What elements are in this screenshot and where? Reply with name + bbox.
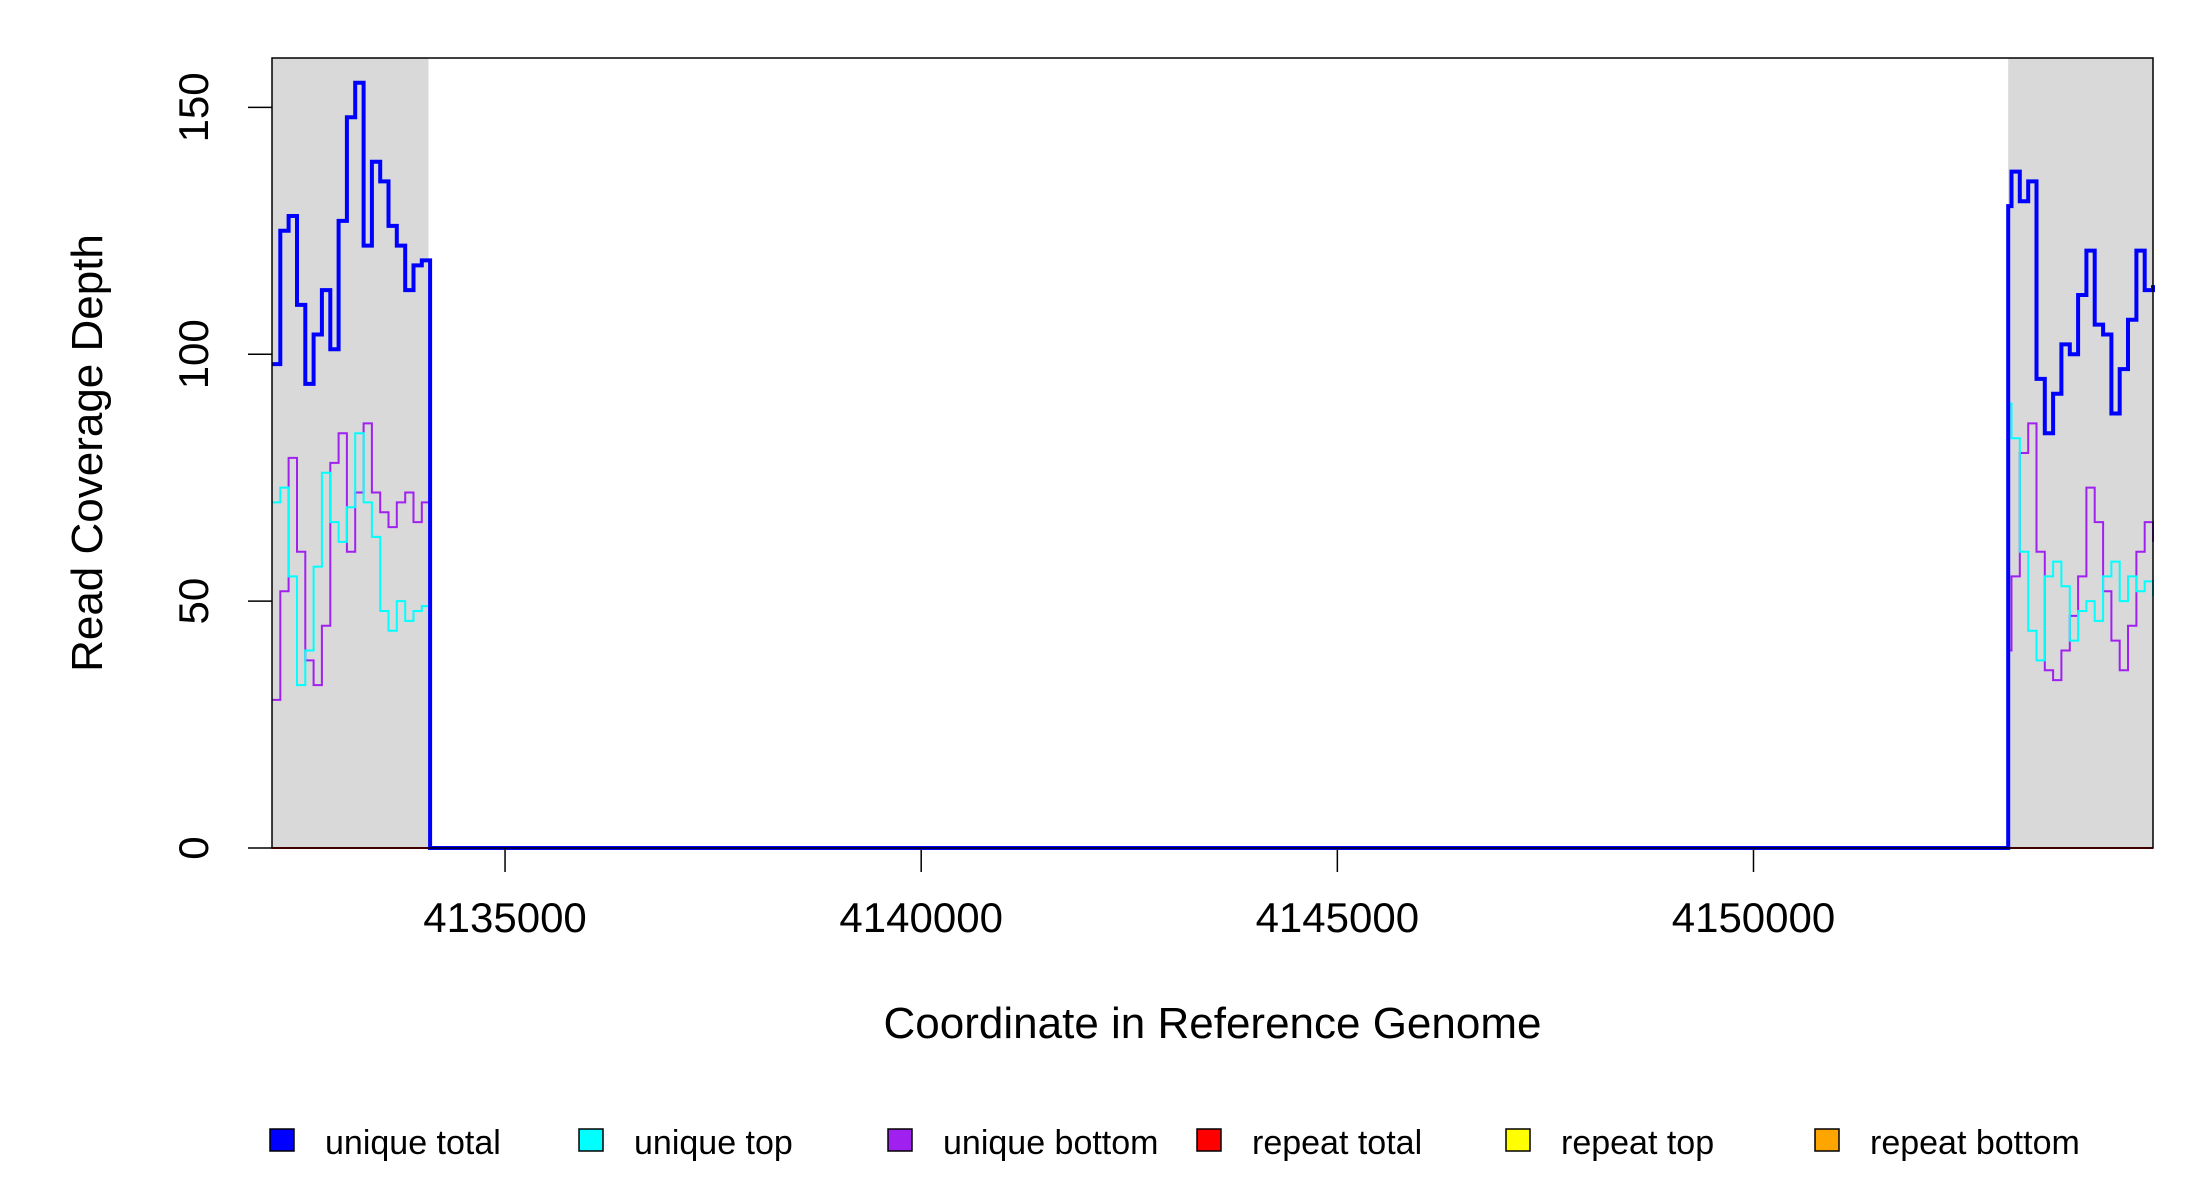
x-axis: 4135000 4140000 4145000 4150000 [423,848,1835,941]
legend-swatch-unique-top [578,1128,604,1152]
legend-swatch-unique-bottom [887,1128,913,1152]
series-unique-total [272,80,2155,850]
x-tick-label: 4150000 [1672,894,1836,941]
series-unique-top [272,402,2154,849]
legend-label-repeat-top: repeat top [1561,1124,1714,1162]
series-lines [272,80,2155,850]
legend-label-unique-top: unique top [634,1124,793,1162]
legend-swatch-repeat-total [1196,1128,1222,1152]
y-tick-label: 100 [170,319,217,389]
plot-frame [271,57,2154,849]
shaded-region-2 [2008,58,2153,848]
x-tick-label: 4135000 [423,894,587,941]
series-unique-bottom [272,422,2154,849]
legend-label-unique-total: unique total [325,1124,501,1162]
y-tick-label: 50 [170,578,217,625]
x-tick-label: 4140000 [839,894,1003,941]
legend-label-repeat-bottom: repeat bottom [1870,1124,2080,1162]
x-axis-label: Coordinate in Reference Genome [884,999,1542,1048]
x-tick-label: 4145000 [1256,894,1420,941]
y-tick-label: 0 [170,836,217,859]
shaded-region-1 [272,58,429,848]
y-axis: 0 50 100 150 [170,72,272,860]
legend-swatch-repeat-top [1505,1128,1531,1152]
y-tick-label: 150 [170,72,217,142]
legend: unique total unique top unique bottom repea… [269,1124,2080,1162]
legend-swatch-unique-total [269,1128,295,1152]
legend-swatch-repeat-bottom [1814,1128,1840,1152]
legend-label-unique-bottom: unique bottom [943,1124,1159,1162]
legend-label-repeat-total: repeat total [1252,1124,1422,1162]
shaded-regions [272,58,2153,848]
y-axis-label: Read Coverage Depth [63,234,112,672]
